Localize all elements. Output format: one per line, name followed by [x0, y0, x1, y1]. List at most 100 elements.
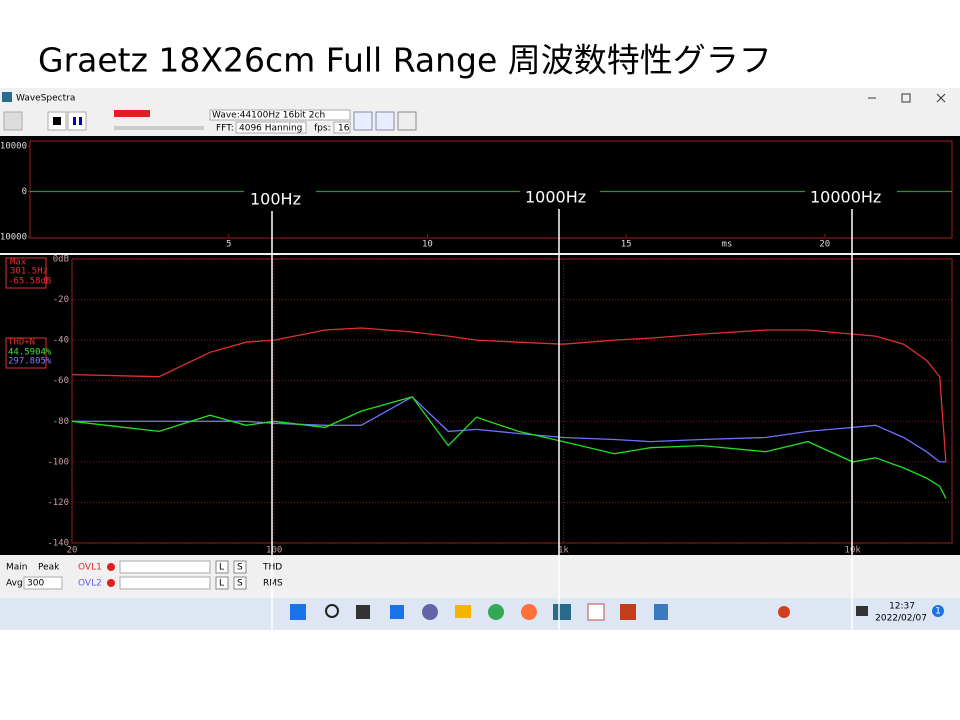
clock-date: 2022/02/07 — [875, 614, 927, 624]
x-tick-label: 20 — [67, 546, 78, 556]
l-button[interactable] — [215, 576, 229, 590]
spectrum-panel — [0, 255, 960, 555]
waveform-frame — [29, 140, 953, 239]
ovl1-led — [107, 563, 115, 571]
wave-format: Wave:44100Hz 16bit 2ch — [212, 111, 325, 121]
thd-label: THD+N — [8, 338, 35, 348]
chrome[interactable] — [488, 604, 504, 620]
paint[interactable] — [587, 603, 605, 621]
level-meter — [119, 576, 211, 590]
notification-badge[interactable] — [932, 605, 944, 617]
annotation-bg — [520, 187, 600, 209]
y-tick-label: -100 — [47, 457, 69, 467]
ovl2: OVL2 — [78, 579, 102, 589]
notepad[interactable] — [654, 604, 668, 620]
y-tick-label: 0 — [22, 187, 27, 197]
rms-button[interactable]: RMS — [263, 579, 283, 589]
annotation-bg — [805, 187, 897, 209]
waveform-panel — [0, 136, 960, 253]
peak-label: Peak — [38, 563, 60, 573]
plots: 10000 0 -10000 5 10 15 20 ms 0dB -20 -40 -60 -80 -100… — [0, 142, 952, 556]
taskbar — [0, 598, 960, 630]
search-icon[interactable] — [325, 604, 339, 618]
stop-icon — [53, 117, 61, 125]
pause-icon — [79, 117, 82, 125]
series-line — [71, 327, 947, 462]
avg-label: Avg: — [6, 579, 26, 589]
s-button[interactable] — [233, 576, 247, 590]
x-unit: ms — [722, 240, 733, 250]
x-tick-label: 5 — [226, 240, 231, 250]
l-label: L — [219, 563, 224, 573]
y-tick-label: -60 — [53, 376, 69, 386]
explorer[interactable] — [455, 605, 471, 618]
series-line — [71, 396, 947, 499]
l-label: L — [219, 579, 224, 589]
y-tick-label: -80 — [53, 417, 69, 427]
tool-button[interactable] — [3, 111, 23, 131]
badge-count: 1 — [935, 607, 941, 617]
y-tick-label: -20 — [53, 295, 69, 305]
clock-time: 12:37 — [889, 602, 915, 612]
annotation: 10000Hz — [810, 188, 881, 207]
l-button[interactable] — [215, 560, 229, 574]
battery — [856, 606, 868, 616]
avg-select[interactable] — [23, 576, 63, 590]
fft-value: 4096 Hanning — [239, 124, 302, 134]
fps-box[interactable] — [333, 121, 351, 134]
annotation: 1000Hz — [525, 188, 586, 207]
tool-button[interactable] — [353, 111, 373, 131]
pause-button[interactable] — [67, 111, 87, 131]
pause-icon — [73, 117, 76, 125]
s-label: S — [237, 579, 243, 589]
ovl2-led — [107, 579, 115, 587]
x-tick-label: 10k — [845, 546, 862, 556]
wavespectra-task[interactable] — [553, 604, 571, 620]
firefox[interactable] — [521, 604, 537, 620]
avg-value: 300 — [27, 579, 44, 589]
s-button[interactable] — [233, 560, 247, 574]
wave-box — [209, 109, 351, 121]
rec-indicator — [114, 110, 150, 117]
close[interactable] — [936, 93, 946, 103]
annotation: 100Hz — [250, 190, 301, 209]
max-level: -65.58dB — [8, 277, 51, 287]
chat[interactable] — [422, 604, 438, 620]
ovl1: OVL1 — [78, 563, 102, 573]
widgets[interactable] — [390, 605, 404, 619]
thd-left: 44.5904% — [8, 348, 52, 358]
tray-icon[interactable] — [778, 606, 790, 618]
y-tick-label: 10000 — [0, 142, 27, 152]
fft-select[interactable] — [235, 121, 307, 134]
tool-button[interactable] — [375, 111, 395, 131]
x-tick-label: 20 — [819, 240, 830, 250]
taskbar-icons — [290, 603, 944, 621]
y-tick-label: -10000 — [0, 233, 27, 243]
level-meter — [119, 560, 211, 574]
maximize[interactable] — [901, 93, 911, 103]
x-tick-label: 10 — [422, 240, 433, 250]
start-button[interactable] — [290, 604, 306, 620]
y-tick-label: -140 — [47, 539, 69, 549]
fps-label: fps: — [314, 124, 331, 134]
max-box — [5, 257, 47, 289]
x-tick-label: 100 — [266, 546, 282, 556]
fps-value: 16 — [338, 124, 350, 134]
slide-title: Graetz 18X26cm Full Range 周波数特性グラフ — [38, 41, 772, 80]
y-tick-label: -40 — [53, 336, 69, 346]
max-label: Max — [10, 258, 27, 268]
x-tick-label: 15 — [621, 240, 632, 250]
powerpoint[interactable] — [620, 604, 636, 620]
annotation-bg — [244, 189, 316, 211]
fft-label: FFT: — [216, 124, 234, 134]
main-label: Main — [6, 563, 28, 573]
max-freq: 301.5Hz — [10, 267, 48, 277]
y-tick-label: 0dB — [53, 255, 69, 265]
app-icon — [2, 92, 12, 102]
settings-button[interactable] — [397, 111, 417, 131]
s-label: S — [237, 563, 243, 573]
thd-box — [5, 337, 47, 369]
task-view[interactable] — [356, 605, 370, 619]
slider[interactable] — [114, 126, 204, 130]
